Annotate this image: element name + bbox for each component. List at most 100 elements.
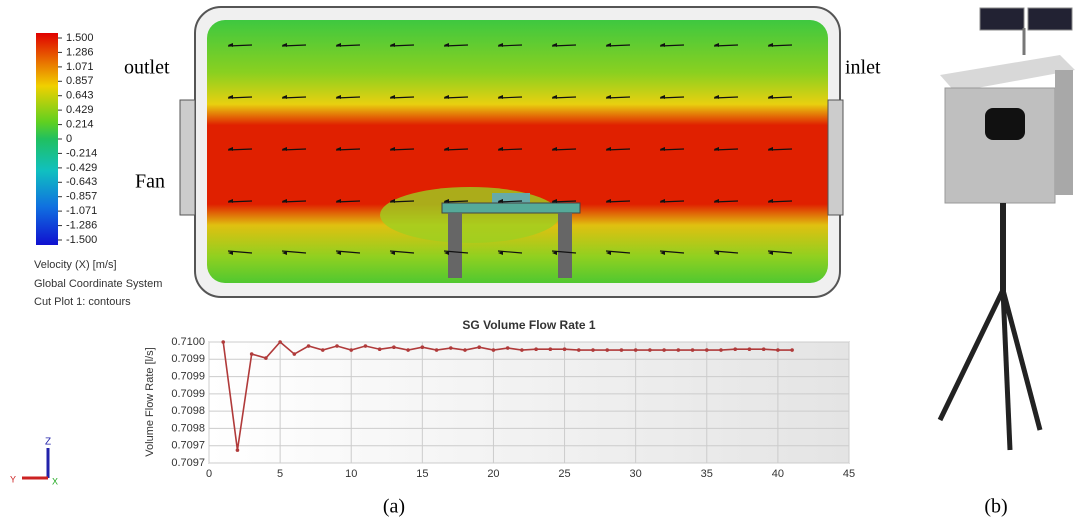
- colorbar-label: 0.643: [66, 90, 94, 102]
- arrow-head: [444, 95, 449, 99]
- flow-field: [207, 20, 828, 283]
- point: [505, 346, 510, 350]
- colorbar-label: 1.071: [66, 61, 94, 73]
- point: [406, 348, 410, 352]
- flow-arrow: [767, 250, 793, 254]
- point: [235, 448, 240, 452]
- y-tick-label: 0.7097: [171, 457, 205, 469]
- colorbar-label: -0.214: [66, 147, 97, 159]
- point: [690, 348, 695, 352]
- x-tick-label: 35: [701, 468, 713, 480]
- colorbar-label: -0.643: [66, 176, 97, 188]
- arrow-head: [336, 95, 341, 99]
- caption: Cut Plot 1: contours: [34, 296, 131, 308]
- point: [491, 348, 496, 352]
- arrow-head: [390, 199, 395, 203]
- solar-panel: [979, 7, 1025, 31]
- point: [434, 348, 439, 352]
- arrow-head: [660, 95, 665, 99]
- point: [733, 347, 738, 352]
- arrow-head: [714, 43, 719, 47]
- arrow-head: [390, 147, 395, 151]
- arrow-head: [552, 95, 557, 99]
- arrow-head: [498, 95, 503, 99]
- arrow-head: [390, 43, 395, 47]
- point: [633, 348, 638, 352]
- point: [463, 348, 467, 352]
- arrow-head: [282, 251, 287, 255]
- arrow-head: [282, 43, 287, 47]
- tripod: [1000, 289, 1043, 431]
- flow-arrow: [389, 250, 415, 254]
- arrow-head: [282, 199, 287, 203]
- colorbar-label: -0.857: [66, 191, 97, 203]
- y-tick-label: 0.7099: [171, 370, 205, 382]
- chart-title: SG Volume Flow Rate 1: [462, 318, 595, 332]
- table-leg: [558, 213, 572, 278]
- arrow-head: [498, 251, 503, 255]
- point: [562, 347, 567, 352]
- arrow-head: [552, 147, 557, 151]
- y-tick-label: 0.7099: [171, 353, 205, 365]
- x-tick-label: 25: [558, 468, 570, 480]
- arrow-head: [498, 147, 503, 151]
- x-tick-label: 10: [345, 468, 357, 480]
- point: [605, 348, 610, 352]
- point: [648, 348, 652, 352]
- point: [747, 347, 752, 352]
- arrow-head: [336, 147, 341, 151]
- point: [520, 348, 524, 352]
- inlet-grille: [827, 99, 844, 216]
- triad-label: Z: [45, 437, 51, 448]
- point: [761, 347, 766, 352]
- arrow-head: [498, 199, 503, 203]
- point: [306, 344, 311, 348]
- arrow-head: [444, 199, 449, 203]
- arrow-head: [228, 95, 233, 99]
- colorbar-label: -1.286: [66, 219, 97, 231]
- fan: [179, 99, 196, 216]
- point: [448, 346, 453, 350]
- flow-arrow: [335, 250, 361, 254]
- flow-arrow: [281, 250, 307, 254]
- colorbar-label: 0.857: [66, 75, 94, 87]
- triad-label: Y: [10, 474, 16, 484]
- colorbar-label: 1.500: [66, 32, 94, 44]
- arrow-head: [444, 251, 449, 255]
- arrow-head: [714, 251, 719, 255]
- arrow-head: [498, 43, 503, 47]
- colorbar-title: Velocity (X) [m/s]: [34, 259, 117, 271]
- y-tick-label: 0.7099: [171, 388, 205, 400]
- x-tick-label: 5: [277, 468, 283, 480]
- enclosure-side: [1055, 70, 1073, 195]
- point: [292, 352, 297, 356]
- arrow-head: [390, 251, 395, 255]
- arrow-head: [660, 251, 665, 255]
- y-tick-label: 0.7098: [171, 405, 205, 417]
- point: [591, 348, 595, 352]
- label: outlet: [124, 57, 170, 79]
- arrow-head: [606, 251, 611, 255]
- point: [676, 348, 681, 352]
- point: [719, 348, 723, 352]
- colorbar-label: 0.214: [66, 118, 94, 130]
- arrow-head: [606, 199, 611, 203]
- arrow-head: [336, 43, 341, 47]
- arrow-head: [768, 199, 773, 203]
- point: [363, 344, 368, 348]
- plot-area: [208, 341, 850, 464]
- arrow-head: [552, 251, 557, 255]
- y-tick-label: 0.7097: [171, 440, 205, 452]
- arrow-head: [444, 147, 449, 151]
- window: [985, 108, 1025, 140]
- panel-label: (b): [984, 496, 1007, 518]
- x-tick-label: 0: [206, 468, 212, 480]
- arrow-head: [606, 147, 611, 151]
- colorbar-label: 0: [66, 133, 72, 145]
- flow-arrow: [227, 250, 253, 254]
- arrow-head: [606, 43, 611, 47]
- table-leg: [448, 213, 462, 278]
- caption: Global Coordinate System: [34, 278, 162, 290]
- table-top: [441, 202, 581, 214]
